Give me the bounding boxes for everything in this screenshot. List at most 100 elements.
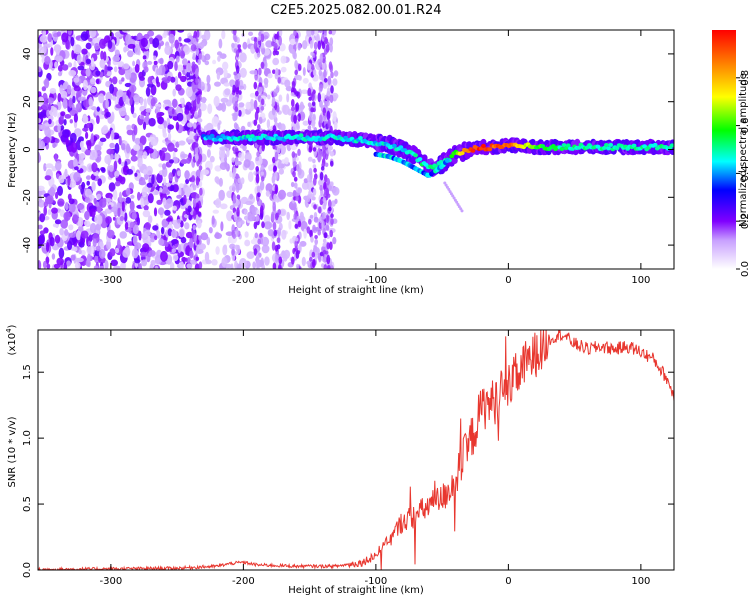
noise-streak [313, 244, 318, 250]
noise-streak [258, 67, 262, 76]
noise-speckle [106, 229, 115, 239]
noise-speckle [92, 238, 97, 247]
noise-speckle [143, 98, 147, 109]
noise-speckle [81, 48, 88, 55]
noise-streak [297, 148, 301, 156]
noise-streak [328, 206, 332, 212]
noise-speckle [289, 238, 294, 244]
noise-speckle [205, 259, 212, 265]
noise-streak [197, 59, 201, 65]
noise-speckle [176, 112, 184, 122]
ridge-core [247, 137, 253, 142]
noise-speckle [168, 221, 173, 230]
noise-speckle [73, 113, 78, 123]
noise-speckle [66, 260, 71, 267]
noise-speckle [137, 263, 143, 269]
noise-speckle [280, 123, 286, 132]
noise-speckle [156, 230, 161, 239]
noise-speckle [189, 250, 194, 259]
noise-streak [318, 61, 323, 68]
noise-speckle [67, 62, 73, 68]
noise-speckle [89, 208, 96, 218]
noise-speckle [247, 171, 254, 183]
ridge-core [417, 157, 423, 162]
noise-streak [258, 85, 263, 95]
noise-streak [194, 111, 198, 117]
noise-speckle [93, 265, 99, 269]
noise-streak [257, 36, 261, 41]
noise-speckle [332, 186, 340, 196]
noise-streak [313, 177, 317, 186]
noise-speckle [129, 200, 135, 212]
noise-speckle [120, 111, 127, 116]
noise-speckle [114, 170, 120, 177]
noise-speckle [131, 212, 137, 220]
noise-speckle [78, 136, 84, 143]
noise-speckle [150, 139, 158, 146]
noise-speckle [184, 222, 190, 230]
noise-speckle [61, 64, 69, 71]
noise-speckle [113, 66, 118, 73]
noise-speckle [45, 242, 50, 252]
noise-streak [234, 96, 238, 102]
noise-speckle [332, 111, 337, 122]
noise-speckle [50, 47, 54, 56]
noise-speckle [84, 188, 92, 198]
noise-speckle [168, 172, 173, 182]
noise-streak [314, 235, 318, 239]
noise-speckle [239, 52, 247, 63]
noise-speckle [90, 106, 97, 111]
noise-speckle [96, 193, 102, 200]
spectrogram-image [38, 30, 674, 269]
noise-speckle [70, 36, 75, 47]
noise-speckle [282, 104, 290, 116]
noise-speckle [109, 142, 115, 149]
noise-speckle [104, 197, 112, 203]
snr-x-axis-label: Height of straight line (km) [288, 585, 424, 596]
noise-speckle [302, 77, 309, 84]
noise-speckle [82, 79, 88, 91]
noise-speckle [208, 227, 213, 234]
noise-speckle [143, 200, 148, 206]
noise-speckle [247, 121, 251, 128]
noise-speckle [256, 209, 260, 216]
noise-speckle [172, 98, 178, 109]
noise-speckle [73, 158, 78, 167]
noise-speckle [38, 224, 43, 230]
noise-speckle [57, 198, 65, 207]
noise-speckle [55, 191, 59, 199]
noise-streak [257, 238, 262, 245]
noise-speckle [196, 30, 200, 38]
noise-speckle [84, 197, 91, 203]
x-tick-label: 0 [505, 576, 511, 587]
noise-speckle [65, 137, 69, 146]
noise-streak [258, 116, 263, 125]
noise-speckle [140, 251, 148, 257]
noise-streak [311, 101, 316, 107]
noise-streak [235, 227, 239, 238]
noise-streak [255, 166, 259, 172]
noise-speckle [209, 155, 215, 163]
noise-streak [277, 161, 282, 170]
noise-speckle [244, 231, 249, 238]
spectrogram-x-axis-label: Height of straight line (km) [288, 285, 424, 296]
noise-speckle [159, 150, 166, 161]
noise-streak [308, 218, 312, 225]
ridge-core [413, 153, 418, 158]
noise-speckle [72, 95, 76, 104]
noise-speckle [145, 108, 152, 113]
noise-speckle [134, 43, 141, 55]
noise-speckle [278, 168, 284, 175]
noise-speckle [153, 207, 158, 217]
noise-speckle [54, 219, 62, 225]
noise-speckle [150, 237, 155, 243]
noise-streak [320, 166, 325, 171]
noise-speckle [163, 177, 167, 186]
noise-speckle [101, 111, 105, 115]
noise-speckle [48, 103, 52, 111]
noise-speckle [55, 55, 63, 63]
noise-speckle [155, 76, 159, 85]
noise-speckle [142, 121, 147, 130]
noise-streak [198, 53, 203, 60]
noise-speckle [164, 209, 171, 216]
